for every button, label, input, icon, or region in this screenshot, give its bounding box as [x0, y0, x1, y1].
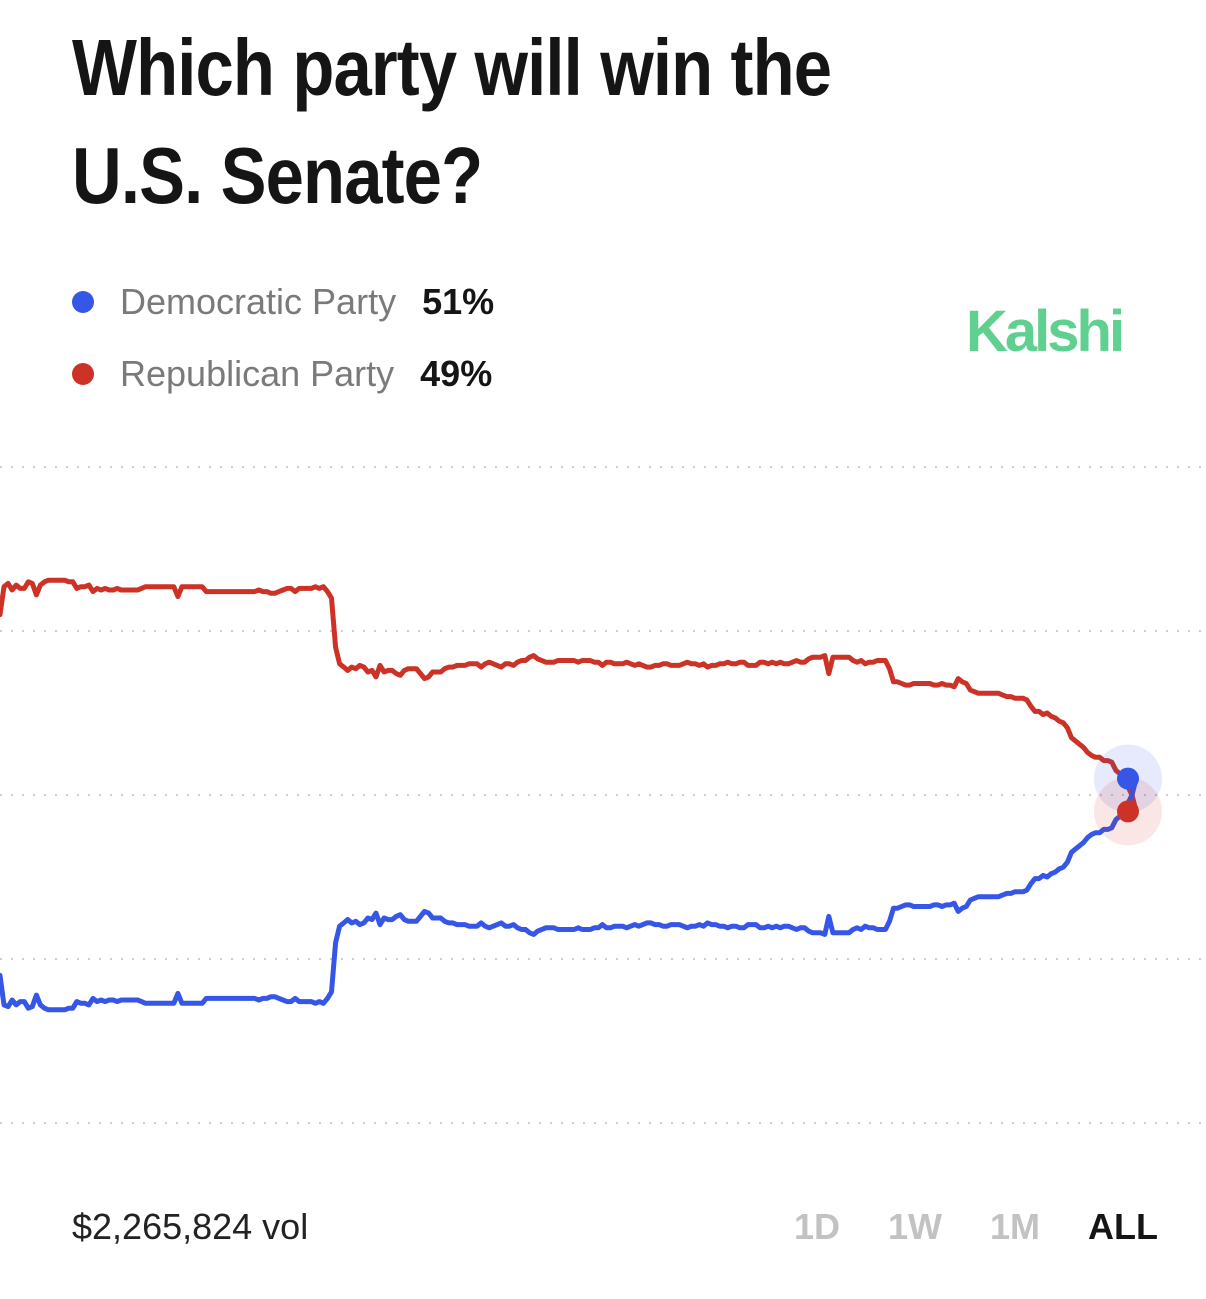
time-range-selector: 1D 1W 1M ALL	[746, 1206, 1158, 1248]
chart-gridlines	[0, 466, 1206, 1124]
legend-item-democratic: Democratic Party 51%	[72, 266, 494, 338]
chart-lines	[0, 577, 1139, 1013]
republican-endpoint-dot	[1117, 800, 1139, 823]
range-1d-button[interactable]: 1D	[793, 1206, 840, 1247]
democratic-series-line	[0, 776, 1139, 1013]
democratic-endpoint-dot	[1117, 767, 1139, 790]
volume-label: $2,265,824 vol	[72, 1206, 309, 1247]
chart-endpoints	[1094, 744, 1162, 846]
chart-footer: $2,265,824 vol 1D 1W 1M ALL	[0, 1206, 1206, 1266]
legend-name-democratic: Democratic Party	[120, 281, 397, 322]
democratic-dot-icon	[72, 291, 94, 313]
price-chart[interactable]	[0, 440, 1206, 1160]
republican-series-line	[0, 577, 1139, 814]
range-all-button[interactable]: ALL	[1088, 1206, 1158, 1247]
republican-dot-icon	[72, 363, 94, 385]
legend-name-republican: Republican Party	[120, 353, 395, 394]
range-1w-button[interactable]: 1W	[888, 1206, 942, 1247]
kalshi-logo: Kalshi	[966, 299, 1125, 364]
chart-legend: Democratic Party 51% Republican Party 49…	[72, 266, 494, 410]
legend-item-republican: Republican Party 49%	[72, 338, 494, 410]
range-1m-button[interactable]: 1M	[990, 1206, 1041, 1247]
legend-value-democratic: 51%	[422, 281, 495, 322]
page-title: Which party will win the U.S. Senate?	[72, 23, 832, 220]
legend-value-republican: 49%	[420, 353, 493, 394]
